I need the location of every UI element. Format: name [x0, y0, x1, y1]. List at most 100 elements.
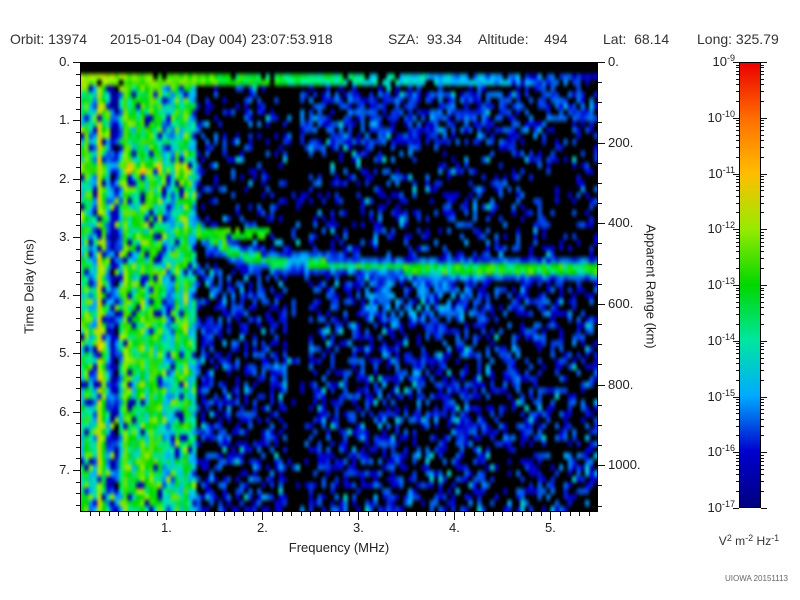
y-left-major-tick — [73, 353, 80, 355]
y-left-tick-label: 6. — [59, 403, 70, 419]
y-right-minor-tick — [598, 182, 602, 184]
y-left-tick-label: 0. — [59, 54, 70, 69]
colorbar-minor-tick — [761, 212, 764, 214]
colorbar-minor-tick — [761, 379, 764, 381]
colorbar-tick-label: 10-14 — [687, 331, 735, 350]
x-minor-tick — [377, 512, 379, 516]
x-tick-label: 3. — [352, 520, 364, 535]
colorbar-major-tick — [761, 117, 767, 119]
colorbar-label-base: 10 — [707, 500, 722, 515]
x-minor-tick — [521, 512, 523, 516]
unit-base: m — [731, 534, 746, 548]
y-left-major-tick — [73, 295, 80, 297]
colorbar-minor-tick — [761, 418, 764, 420]
colorbar-minor-tick — [761, 346, 764, 348]
x-minor-tick — [416, 512, 417, 516]
x-major-tick — [454, 512, 456, 520]
y-right-major-tick — [598, 384, 605, 386]
y-left-major-tick — [73, 470, 80, 472]
y-right-minor-tick — [598, 243, 602, 245]
y-right-minor-tick — [598, 344, 602, 346]
colorbar-minor-tick — [761, 91, 764, 93]
colorbar-minor-tick — [761, 202, 764, 204]
x-major-tick — [262, 512, 264, 520]
y-right-axis-title: Apparent Range (km) — [643, 224, 659, 349]
colorbar-minor-tick — [761, 195, 764, 197]
y-left-axis-title: Time Delay (ms) — [21, 239, 37, 334]
x-minor-tick — [185, 512, 187, 516]
x-minor-tick — [502, 512, 504, 516]
colorbar-major-tick — [761, 452, 767, 454]
colorbar-label-base: 10 — [708, 165, 723, 181]
x-major-tick — [550, 512, 552, 520]
x-minor-tick — [348, 512, 350, 516]
ionogram-plot-area — [80, 62, 598, 512]
y-right-tick-label: 200. — [608, 134, 634, 150]
colorbar-minor-tick — [761, 134, 764, 136]
x-minor-tick — [252, 512, 254, 516]
x-minor-tick — [492, 512, 494, 516]
credit-text: UIOWA 20151113 — [725, 574, 788, 583]
colorbar-minor-tick — [761, 401, 764, 403]
y-right-minor-tick — [598, 485, 602, 487]
x-minor-tick — [89, 512, 91, 516]
x-minor-tick — [156, 512, 158, 516]
x-minor-tick — [118, 512, 120, 516]
colorbar-minor-tick — [761, 343, 764, 345]
colorbar-minor-tick — [761, 231, 764, 233]
y-right-major-tick — [598, 142, 605, 144]
colorbar-tick-label: 10-17 — [687, 499, 735, 517]
colorbar-label-base: 10 — [707, 109, 722, 125]
colorbar-label-exponent: -14 — [721, 331, 735, 342]
colorbar-label-base: 10 — [707, 221, 722, 237]
colorbar-tick-label: 10-11 — [687, 165, 735, 183]
colorbar-major-tick — [761, 285, 767, 286]
x-tick-label: 2. — [256, 520, 268, 535]
colorbar-minor-tick — [761, 314, 764, 316]
colorbar-label-exponent: -9 — [726, 53, 735, 63]
colorbar-tick-label: 10-10 — [687, 108, 735, 127]
colorbar-minor-tick — [761, 408, 764, 410]
colorbar-minor-tick — [761, 178, 764, 180]
colorbar-minor-tick — [761, 268, 764, 270]
x-major-tick — [358, 512, 360, 520]
y-right-minor-tick — [598, 203, 602, 205]
colorbar-minor-tick — [761, 413, 764, 415]
colorbar-label-base: 10 — [707, 332, 722, 348]
y-left-major-tick — [73, 236, 80, 238]
y-left-major-tick — [73, 178, 80, 180]
colorbar-label-base: 10 — [707, 444, 722, 460]
colorbar-tick-label: 10-12 — [687, 220, 735, 238]
x-minor-tick — [147, 512, 149, 516]
colorbar-major-tick — [761, 340, 767, 342]
colorbar-label-base: 10 — [707, 388, 722, 404]
colorbar-minor-tick — [761, 464, 764, 466]
x-minor-tick — [588, 512, 590, 516]
colorbar-minor-tick — [761, 123, 764, 125]
x-minor-tick — [99, 512, 101, 516]
colorbar-minor-tick — [761, 469, 764, 471]
colorbar-minor-tick — [761, 78, 764, 80]
x-minor-tick — [108, 512, 110, 516]
colorbar-minor-tick — [761, 457, 764, 459]
colorbar-label-exponent: -17 — [721, 499, 735, 509]
unit-exponent: -2 — [745, 533, 754, 543]
colorbar-label-exponent: -16 — [721, 443, 735, 454]
header-datetime: 2015-01-04 (Day 004) 23:07:53.918 — [110, 31, 333, 47]
colorbar-minor-tick — [761, 120, 764, 122]
colorbar-minor-tick — [761, 74, 764, 76]
colorbar-label-exponent: -10 — [721, 108, 735, 119]
colorbar-minor-tick — [761, 460, 764, 462]
y-right-minor-tick — [598, 263, 602, 265]
y-left-tick-label: 2. — [59, 170, 70, 186]
x-minor-tick — [464, 512, 465, 516]
colorbar-minor-tick — [761, 301, 764, 303]
colorbar-minor-tick — [761, 353, 764, 355]
colorbar-minor-tick — [761, 185, 764, 187]
y-right-minor-tick — [598, 364, 602, 366]
header-long: Long: 325.79 — [697, 31, 779, 47]
colorbar-minor-tick — [761, 297, 764, 299]
x-minor-tick — [329, 512, 331, 516]
x-minor-tick — [512, 512, 513, 516]
